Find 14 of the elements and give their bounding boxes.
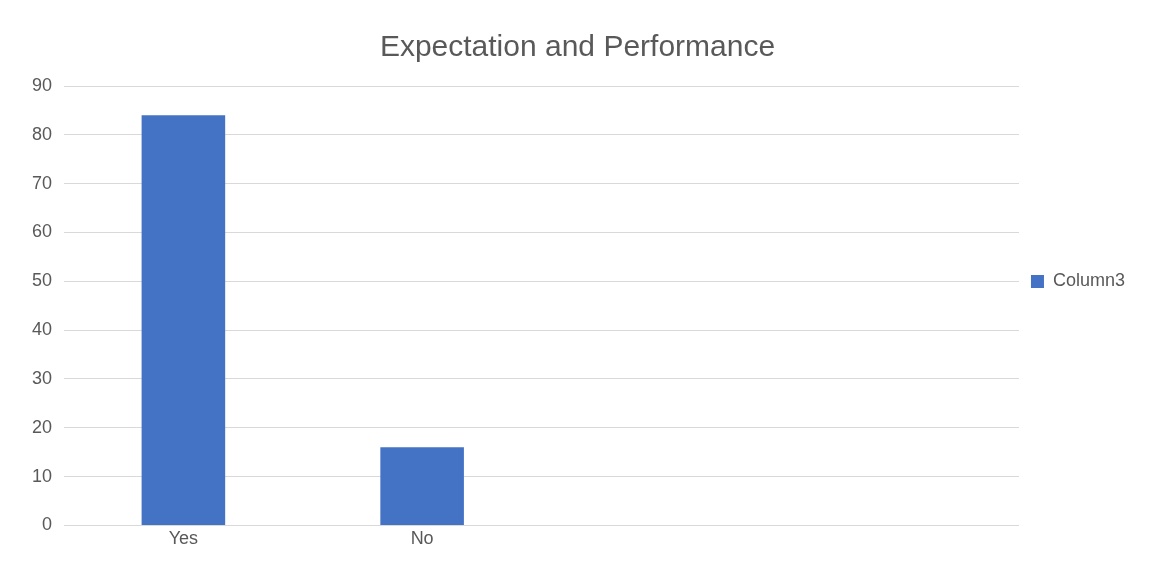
x-tick-label: No xyxy=(410,528,434,549)
y-tick-label: 10 xyxy=(31,465,53,486)
chart-title: Expectation and Performance xyxy=(379,29,776,63)
y-tick-label: 40 xyxy=(31,319,53,340)
y-tick-label: 70 xyxy=(31,172,53,193)
y-tick-label: 0 xyxy=(42,514,53,535)
y-tick-label: 20 xyxy=(31,416,53,437)
y-tick-label: 30 xyxy=(31,367,53,388)
x-tick-label: Yes xyxy=(168,528,199,549)
y-tick-label: 50 xyxy=(31,270,53,291)
y-tick-label: 80 xyxy=(31,123,53,144)
y-tick-label: 90 xyxy=(31,74,53,95)
legend-label: Column3 xyxy=(1052,270,1126,291)
y-tick-label: 60 xyxy=(31,221,53,242)
